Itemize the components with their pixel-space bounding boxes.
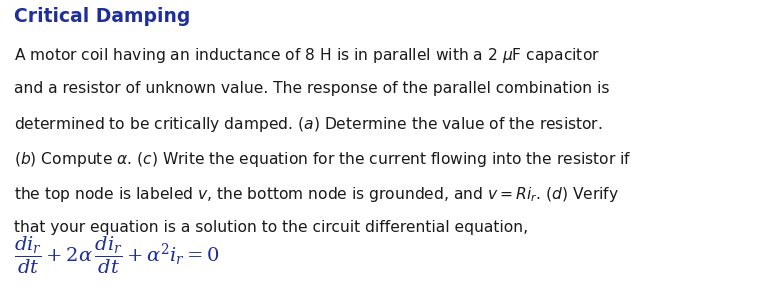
Text: A motor coil having an inductance of 8 H is in parallel with a 2 $\mu$F capacito: A motor coil having an inductance of 8 H…	[14, 46, 600, 65]
Text: and a resistor of unknown value. The response of the parallel combination is: and a resistor of unknown value. The res…	[14, 81, 609, 96]
Text: Critical Damping: Critical Damping	[14, 7, 190, 26]
Text: determined to be critically damped. ($a$) Determine the value of the resistor.: determined to be critically damped. ($a$…	[14, 115, 603, 134]
Text: the top node is labeled $v$, the bottom node is grounded, and $v = Ri_r$. ($d$) : the top node is labeled $v$, the bottom …	[14, 185, 619, 204]
Text: ($b$) Compute $\alpha$. ($c$) Write the equation for the current flowing into th: ($b$) Compute $\alpha$. ($c$) Write the …	[14, 150, 632, 169]
Text: that your equation is a solution to the circuit differential equation,: that your equation is a solution to the …	[14, 220, 528, 235]
Text: $\dfrac{di_r}{dt} + 2\alpha\,\dfrac{di_r}{dt} + \alpha^2 i_r = 0$: $\dfrac{di_r}{dt} + 2\alpha\,\dfrac{di_r…	[14, 235, 220, 276]
